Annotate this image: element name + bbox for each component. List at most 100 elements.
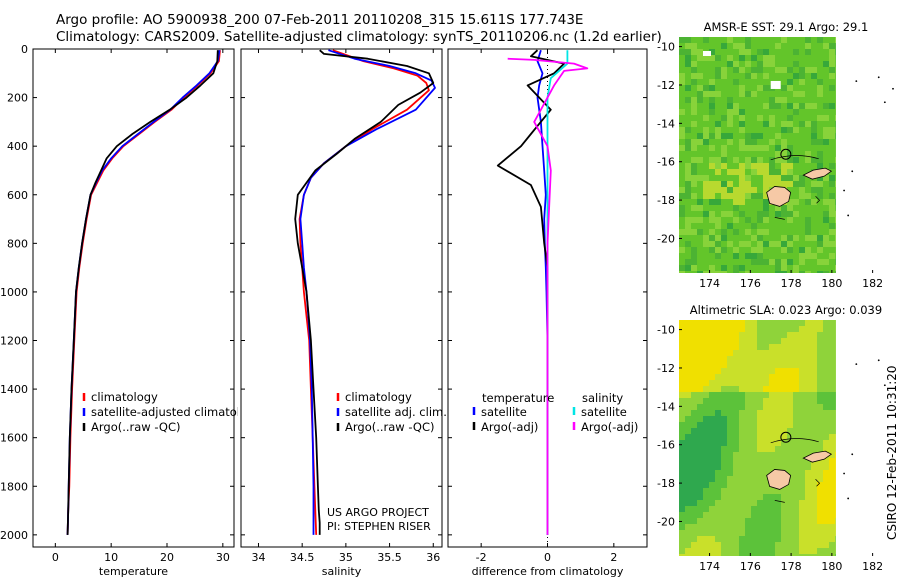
- map-cell: [817, 121, 823, 127]
- map-cell: [775, 61, 781, 67]
- map-cell: [781, 145, 787, 151]
- map-cell: [769, 37, 775, 43]
- map-cell: [709, 428, 715, 434]
- map-cell: [799, 157, 805, 163]
- map-cell: [715, 440, 721, 446]
- map-cell: [733, 91, 739, 97]
- map-cell: [703, 410, 709, 416]
- map-cell: [835, 205, 836, 211]
- map-cell: [829, 211, 835, 217]
- map-cell: [751, 554, 757, 556]
- map-cell: [679, 163, 685, 169]
- map-cell: [697, 416, 703, 422]
- map-cell: [745, 518, 751, 524]
- map-cell: [697, 139, 703, 145]
- map-cell: [817, 434, 823, 440]
- map-cell: [709, 247, 715, 253]
- map-cell: [715, 61, 721, 67]
- islet: [892, 87, 894, 90]
- map-cell: [703, 374, 709, 380]
- map-cell: [781, 332, 787, 338]
- map-cell: [775, 55, 781, 61]
- map-cell: [775, 37, 781, 43]
- map-cell: [769, 332, 775, 338]
- map-cell: [835, 440, 836, 446]
- map-cell: [721, 380, 727, 386]
- map-cell: [757, 139, 763, 145]
- map-cell: [685, 476, 691, 482]
- map-cell: [745, 199, 751, 205]
- map-cell: [799, 548, 805, 554]
- map-cell: [823, 181, 829, 187]
- map-cell: [745, 91, 751, 97]
- map-cell: [769, 380, 775, 386]
- map-cell: [721, 332, 727, 338]
- map-cell: [703, 368, 709, 374]
- difference-xtick-label: 0: [544, 551, 551, 564]
- map-cell: [763, 446, 769, 452]
- map-cell: [757, 440, 763, 446]
- temperature-x-axis-label: temperature: [99, 565, 168, 578]
- map-cell: [805, 265, 811, 271]
- map-cell: [709, 139, 715, 145]
- map-cell: [709, 199, 715, 205]
- map-cell: [763, 175, 769, 181]
- map-cell: [745, 434, 751, 440]
- map-cell: [757, 452, 763, 458]
- map-cell: [811, 247, 817, 253]
- map-cell: [715, 518, 721, 524]
- map-cell: [679, 253, 685, 259]
- map-cell: [691, 211, 697, 217]
- map-cell: [721, 115, 727, 121]
- map-cell: [751, 344, 757, 350]
- map-cell: [799, 121, 805, 127]
- map-cell: [751, 326, 757, 332]
- map-cell: [787, 488, 793, 494]
- map-cell: [787, 524, 793, 530]
- map-cell: [835, 356, 836, 362]
- map-cell: [721, 211, 727, 217]
- map-cell: [691, 205, 697, 211]
- map-cell: [739, 235, 745, 241]
- map-cell: [787, 253, 793, 259]
- map-cell: [745, 133, 751, 139]
- map-cell: [805, 350, 811, 356]
- map-cell: [739, 530, 745, 536]
- map-cell: [715, 259, 721, 265]
- map-cell: [721, 187, 727, 193]
- map-cell: [721, 223, 727, 229]
- map-cell: [799, 506, 805, 512]
- map-cell: [811, 97, 817, 103]
- map-cell: [787, 446, 793, 452]
- map-cell: [709, 404, 715, 410]
- map-cell: [691, 241, 697, 247]
- map-cell: [691, 157, 697, 163]
- map-cell: [739, 452, 745, 458]
- map-cell: [829, 500, 835, 506]
- map-cell: [751, 139, 757, 145]
- map-cell: [679, 217, 685, 223]
- map-cell: [703, 103, 709, 109]
- map-cell: [787, 506, 793, 512]
- map-cell: [799, 530, 805, 536]
- map-cell: [679, 542, 685, 548]
- map-cell: [763, 386, 769, 392]
- map-cell: [823, 398, 829, 404]
- map-cell: [715, 338, 721, 344]
- map-cell: [703, 344, 709, 350]
- map-cell: [805, 356, 811, 362]
- map-cell: [805, 386, 811, 392]
- map-cell: [691, 398, 697, 404]
- map-cell: [727, 416, 733, 422]
- map-cell: [733, 67, 739, 73]
- map-cell: [823, 422, 829, 428]
- map-cell: [703, 115, 709, 121]
- map-cell: [835, 181, 836, 187]
- map-cell: [763, 157, 769, 163]
- map-cell: [787, 133, 793, 139]
- map-cell: [835, 103, 836, 109]
- map-cell: [805, 392, 811, 398]
- map-cell: [679, 368, 685, 374]
- map-cell: [727, 356, 733, 362]
- map-cell: [757, 181, 763, 187]
